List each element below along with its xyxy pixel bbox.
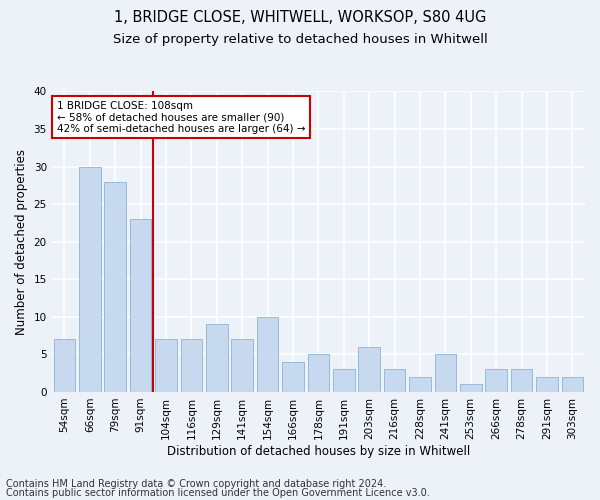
Bar — [308, 354, 329, 392]
Bar — [511, 370, 532, 392]
Bar — [282, 362, 304, 392]
Text: 1 BRIDGE CLOSE: 108sqm
← 58% of detached houses are smaller (90)
42% of semi-det: 1 BRIDGE CLOSE: 108sqm ← 58% of detached… — [57, 100, 305, 134]
Bar — [333, 370, 355, 392]
Bar — [384, 370, 406, 392]
Text: Contains HM Land Registry data © Crown copyright and database right 2024.: Contains HM Land Registry data © Crown c… — [6, 479, 386, 489]
Bar — [434, 354, 456, 392]
Bar — [130, 219, 151, 392]
Text: Contains public sector information licensed under the Open Government Licence v3: Contains public sector information licen… — [6, 488, 430, 498]
X-axis label: Distribution of detached houses by size in Whitwell: Distribution of detached houses by size … — [167, 444, 470, 458]
Bar — [562, 377, 583, 392]
Bar — [155, 340, 177, 392]
Bar — [53, 340, 75, 392]
Text: Size of property relative to detached houses in Whitwell: Size of property relative to detached ho… — [113, 32, 487, 46]
Text: 1, BRIDGE CLOSE, WHITWELL, WORKSOP, S80 4UG: 1, BRIDGE CLOSE, WHITWELL, WORKSOP, S80 … — [114, 10, 486, 25]
Bar — [536, 377, 557, 392]
Bar — [181, 340, 202, 392]
Bar — [485, 370, 507, 392]
Bar — [206, 324, 227, 392]
Bar — [460, 384, 482, 392]
Bar — [232, 340, 253, 392]
Bar — [358, 347, 380, 392]
Bar — [257, 317, 278, 392]
Y-axis label: Number of detached properties: Number of detached properties — [15, 148, 28, 334]
Bar — [79, 166, 101, 392]
Bar — [104, 182, 126, 392]
Bar — [409, 377, 431, 392]
